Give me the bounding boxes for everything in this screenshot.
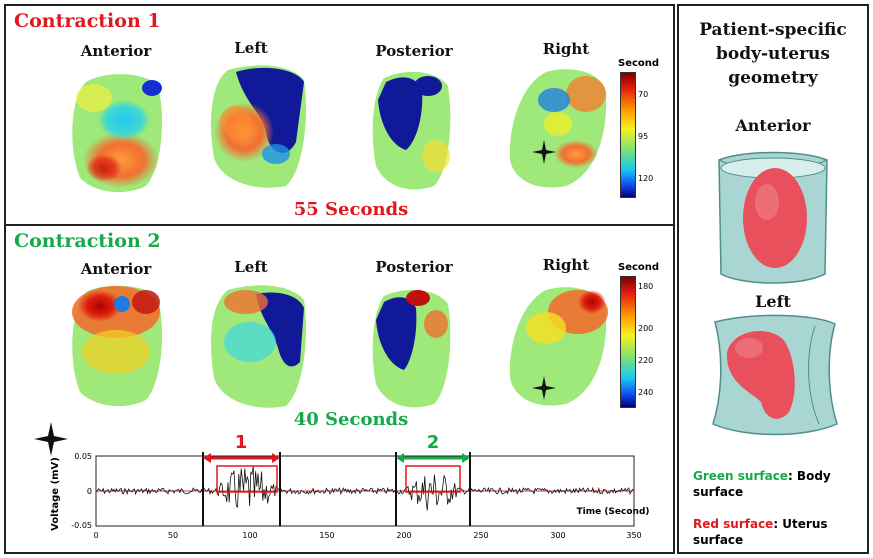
- colorbar2-title: Second: [618, 262, 660, 273]
- xlabel: Time (Second): [576, 507, 649, 517]
- view-label-left-1: Left: [234, 39, 268, 57]
- colorbar1: [620, 72, 636, 198]
- body-uterus-anterior: [718, 151, 828, 284]
- view-label-posterior-1: Posterior: [375, 42, 453, 60]
- uterus-map-right-1: [509, 69, 607, 188]
- colorbar2: [620, 276, 636, 408]
- geometry-title-line3: geometry: [728, 68, 818, 88]
- x-tick: 150: [319, 531, 334, 540]
- legend-green-key: Green surface: [693, 469, 788, 483]
- burst2-label: 2: [427, 432, 440, 453]
- uterus-map-left-2: [210, 285, 306, 408]
- body-uterus-left: [712, 314, 838, 436]
- view-label-left-2: Left: [234, 258, 268, 276]
- colorbar1-tick: 95: [638, 132, 649, 141]
- legend-red: Red surface: Uterus surface: [693, 516, 865, 548]
- uterus-map-posterior-2: [372, 289, 451, 408]
- legend-red-rest: : Uterus surface: [693, 517, 828, 547]
- contraction2-title: Contraction 2: [14, 230, 161, 252]
- legend-green: Green surface: Body surface: [693, 468, 865, 500]
- x-tick: 250: [473, 531, 488, 540]
- arrow-right-icon: [272, 453, 280, 463]
- y-tick: 0: [87, 487, 92, 496]
- colorbar2-tick: 220: [638, 356, 654, 365]
- x-tick: 350: [626, 531, 641, 540]
- y-tick: 0.05: [74, 452, 92, 461]
- electrode-marker-icon: [532, 376, 556, 400]
- geometry-panel: Patient-specific body-uterus geometry An…: [677, 4, 869, 554]
- view-label-right-2: Right: [542, 256, 590, 274]
- electrode-marker-icon: [532, 140, 556, 164]
- geometry-view-anterior: Anterior: [735, 116, 811, 135]
- burst1-box: [216, 465, 278, 493]
- burst2-box: [405, 465, 461, 493]
- geometry-title-line1: Patient-specific: [699, 20, 847, 40]
- arrow-left-icon: [396, 453, 404, 463]
- uterus-map-anterior-2: [72, 285, 162, 407]
- x-tick: 50: [168, 531, 178, 540]
- x-tick: 300: [550, 531, 565, 540]
- contraction1-title: Contraction 1: [14, 10, 161, 32]
- view-label-posterior-2: Posterior: [375, 258, 453, 276]
- colorbar1-tick: 70: [638, 90, 649, 99]
- uterus-map-right-2: [509, 287, 608, 406]
- signal-trace: [95, 466, 634, 511]
- contraction2-panel: Contraction 2 Anterior Left Posterior Ri…: [4, 224, 675, 554]
- contraction1-panel: Contraction 1 Anterior Left Posterior Ri…: [4, 4, 675, 226]
- contraction2-caption: 40 Seconds: [293, 409, 409, 430]
- geometry-view-left: Left: [755, 292, 791, 311]
- colorbar2-tick: 200: [638, 324, 654, 333]
- colorbar2-tick: 180: [638, 282, 654, 291]
- ylabel: Voltage (mV): [50, 457, 61, 531]
- colorbar1-title: Second: [618, 58, 660, 69]
- burst1-label: 1: [235, 432, 248, 453]
- uterus-map-left-1: [210, 65, 306, 188]
- x-tick: 100: [242, 531, 257, 540]
- colorbar2-tick: 240: [638, 388, 654, 397]
- geometry-title-line2: body-uterus: [716, 44, 830, 64]
- view-label-anterior-1: Anterior: [80, 42, 152, 60]
- arrow-right-icon: [462, 453, 470, 463]
- legend-green-rest: : Body surface: [693, 469, 831, 499]
- view-label-right-1: Right: [542, 40, 590, 58]
- arrow-left-icon: [203, 453, 211, 463]
- colorbar1-tick: 120: [638, 174, 654, 183]
- contraction1-caption: 55 Seconds: [293, 199, 409, 220]
- x-tick: 0: [93, 531, 98, 540]
- view-label-anterior-2: Anterior: [80, 260, 152, 278]
- uterus-map-posterior-1: [372, 71, 451, 190]
- x-tick: 200: [396, 531, 411, 540]
- electrode-marker-icon: [34, 422, 68, 456]
- y-tick: -0.05: [71, 521, 92, 530]
- uterus-map-anterior-1: [72, 74, 162, 193]
- emg-signal-plot: Voltage (mV) 0.05 0 -0.05 0 50 100 150 2…: [50, 432, 650, 540]
- legend-red-key: Red surface: [693, 517, 774, 531]
